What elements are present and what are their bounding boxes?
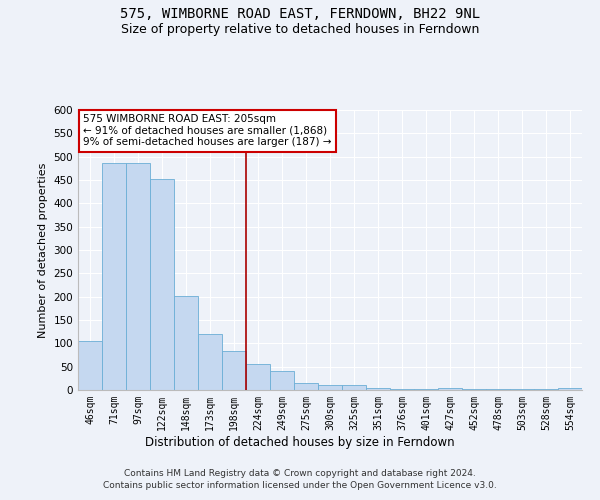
- Bar: [294, 384, 318, 390]
- Bar: [198, 334, 222, 390]
- Bar: [414, 389, 438, 390]
- Bar: [222, 352, 246, 390]
- Bar: [342, 386, 366, 390]
- Y-axis label: Number of detached properties: Number of detached properties: [38, 162, 48, 338]
- Text: 575 WIMBORNE ROAD EAST: 205sqm
← 91% of detached houses are smaller (1,868)
9% o: 575 WIMBORNE ROAD EAST: 205sqm ← 91% of …: [83, 114, 332, 148]
- Text: 575, WIMBORNE ROAD EAST, FERNDOWN, BH22 9NL: 575, WIMBORNE ROAD EAST, FERNDOWN, BH22 …: [120, 8, 480, 22]
- Bar: [510, 389, 534, 390]
- Bar: [270, 372, 294, 390]
- Bar: [102, 162, 126, 390]
- Text: Distribution of detached houses by size in Ferndown: Distribution of detached houses by size …: [145, 436, 455, 449]
- Bar: [174, 296, 198, 390]
- Bar: [438, 388, 462, 390]
- Bar: [318, 386, 342, 390]
- Bar: [534, 389, 558, 390]
- Text: Contains public sector information licensed under the Open Government Licence v3: Contains public sector information licen…: [103, 481, 497, 490]
- Bar: [558, 388, 582, 390]
- Bar: [486, 389, 510, 390]
- Bar: [126, 162, 150, 390]
- Bar: [462, 389, 486, 390]
- Text: Contains HM Land Registry data © Crown copyright and database right 2024.: Contains HM Land Registry data © Crown c…: [124, 468, 476, 477]
- Bar: [366, 388, 390, 390]
- Text: Size of property relative to detached houses in Ferndown: Size of property relative to detached ho…: [121, 22, 479, 36]
- Bar: [246, 364, 270, 390]
- Bar: [390, 389, 414, 390]
- Bar: [150, 179, 174, 390]
- Bar: [78, 341, 102, 390]
